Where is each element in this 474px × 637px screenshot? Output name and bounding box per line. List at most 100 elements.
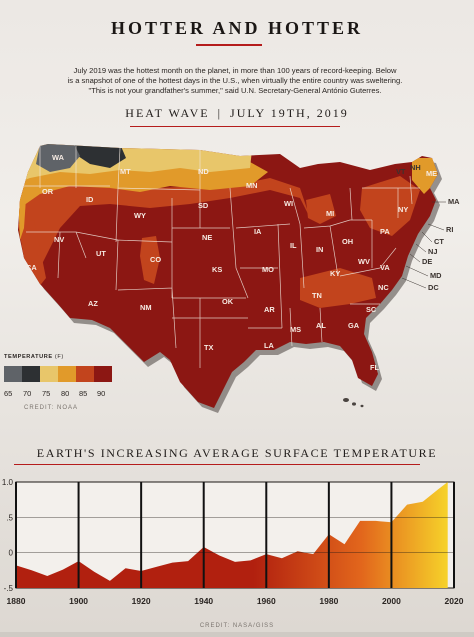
state-label: IA — [254, 227, 262, 236]
state-label: AR — [264, 305, 275, 314]
state-label: TN — [312, 291, 322, 300]
legend-tick: 90 — [97, 389, 106, 398]
state-label: CO — [150, 255, 161, 264]
state-label: AL — [316, 321, 326, 330]
state-label: IL — [290, 241, 297, 250]
florida-keys — [343, 398, 364, 408]
chart-title-underline — [14, 464, 420, 465]
state-label: AZ — [88, 299, 98, 308]
temp-zone-85-west — [18, 220, 46, 288]
state-label: CA — [26, 263, 37, 272]
title-underline — [196, 44, 262, 46]
state-label: MI — [326, 209, 334, 218]
legend-swatch — [58, 366, 76, 382]
intro-line: "This is not your grandfather's summer,"… — [88, 86, 382, 95]
legend-tick: 70 — [23, 389, 32, 398]
state-label: WA — [52, 153, 65, 162]
legend-swatch — [22, 366, 40, 382]
state-label: ME — [426, 169, 437, 178]
state-label: PA — [380, 227, 390, 236]
state-label: TX — [204, 343, 214, 352]
temperature-area — [16, 482, 448, 588]
state-label: MD — [430, 271, 442, 280]
legend-title-text: TEMPERATURE — [4, 354, 53, 360]
state-label: NV — [54, 235, 64, 244]
x-tick-label: 1960 — [257, 596, 276, 606]
map-credit: CREDIT: NOAA — [24, 405, 79, 411]
state-label: NM — [140, 303, 152, 312]
legend-swatch — [94, 366, 112, 382]
leader-lines — [401, 201, 446, 289]
map-title-left: HEAT WAVE — [125, 106, 210, 120]
state-label: KS — [212, 265, 222, 274]
state-label: WI — [284, 199, 293, 208]
legend-ticks: 65 70 75 80 85 90 — [4, 389, 124, 399]
legend-tick: 75 — [42, 389, 51, 398]
state-label: LA — [264, 341, 275, 350]
legend-tick: 65 — [4, 389, 13, 398]
chart-credit: CREDIT: NASA/GISS — [200, 623, 274, 629]
state-label: VT — [396, 167, 406, 176]
state-label: NJ — [428, 247, 437, 256]
page-title: HOTTER AND HOTTER — [110, 18, 364, 38]
intro-line: is a snapshot of one of the hottest days… — [67, 76, 403, 85]
state-label: OH — [342, 237, 353, 246]
map-title-underline — [130, 126, 340, 127]
state-borders — [20, 146, 420, 368]
state-label: VA — [380, 263, 390, 272]
legend-title: TEMPERATURE (F) — [4, 354, 64, 360]
state-label: GA — [348, 321, 360, 330]
state-label: MS — [290, 325, 301, 334]
temp-zone-85-ne — [360, 176, 420, 236]
chart-title: EARTH'S INCREASING AVERAGE SURFACE TEMPE… — [36, 446, 438, 460]
state-label: OR — [42, 187, 54, 196]
state-label: KY — [330, 269, 340, 278]
state-label: WY — [134, 211, 146, 220]
y-tick-label: 0 — [9, 549, 14, 558]
map-title-separator: | — [217, 106, 223, 120]
state-label: FL — [370, 363, 380, 372]
temp-zone-80-maine — [412, 158, 438, 194]
state-label: CT — [434, 237, 444, 246]
legend-swatches — [4, 366, 112, 382]
state-label: NY — [398, 205, 408, 214]
state-label: DC — [428, 283, 439, 292]
x-tick-label: 1920 — [132, 596, 151, 606]
y-tick-label: .5 — [6, 513, 13, 522]
temp-zone-85 — [18, 178, 310, 268]
y-tick-label: 1.0 — [2, 478, 14, 487]
temp-zone-85-mi — [306, 194, 336, 224]
temp-zone-80-coast — [18, 198, 26, 240]
temp-zone-65 — [36, 144, 80, 172]
temp-zone-70 — [72, 144, 126, 168]
state-label: DE — [422, 257, 432, 266]
x-tick-label: 1900 — [69, 596, 88, 606]
legend-swatch — [4, 366, 22, 382]
state-label: ND — [198, 167, 209, 176]
state-label: MT — [120, 167, 131, 176]
temperature-chart: 1880 1900 1920 1940 1960 1980 2000 2020 1.0 .5 0 -.… — [0, 474, 474, 632]
intro-paragraph: July 2019 was the hottest month on the p… — [50, 66, 420, 96]
state-label: NC — [378, 283, 389, 292]
temperature-chart-svg: 1880 1900 1920 1940 1960 1980 2000 2020 1.0 .5 0 -.… — [2, 478, 464, 629]
state-label: IN — [316, 245, 323, 254]
legend-swatch — [40, 366, 58, 382]
state-label: MN — [246, 181, 258, 190]
x-tick-label: 1880 — [7, 596, 26, 606]
state-label: OK — [222, 297, 234, 306]
legend-tick: 85 — [79, 389, 88, 398]
temp-zone-85-co — [140, 236, 160, 284]
state-label: WV — [358, 257, 370, 266]
heat-map: WA ID MT ND OR WY SD MN WI MI NV CA UT C… — [0, 128, 474, 428]
legend-unit: (F) — [54, 354, 64, 360]
state-label: MA — [448, 197, 460, 206]
legend-tick: 80 — [61, 389, 70, 398]
map-title: HEAT WAVE | JULY 19TH, 2019 — [0, 106, 474, 121]
state-labels: WA ID MT ND OR WY SD MN WI MI NV CA UT C… — [26, 153, 460, 372]
temp-zone-85-east — [300, 268, 376, 308]
x-tick-label: 2020 — [445, 596, 464, 606]
y-tick-label: -.5 — [4, 584, 14, 593]
state-label: SC — [366, 305, 377, 314]
state-label: NE — [202, 233, 212, 242]
heat-map-svg: WA ID MT ND OR WY SD MN WI MI NV CA UT C… — [18, 144, 460, 413]
